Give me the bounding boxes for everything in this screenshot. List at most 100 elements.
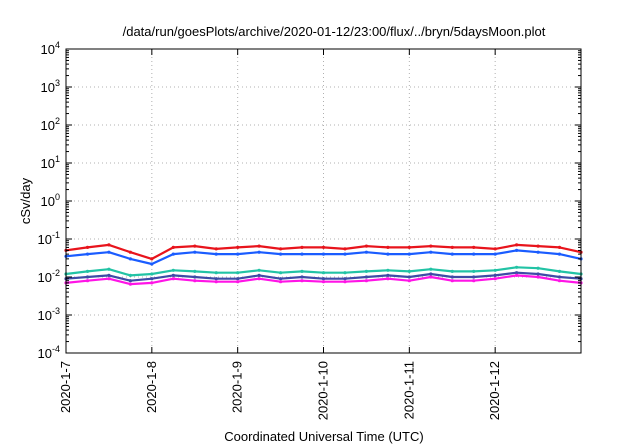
data-point [429, 272, 433, 276]
data-point [557, 252, 562, 256]
data-point [450, 252, 454, 256]
data-point [150, 257, 154, 261]
data-point [257, 277, 261, 281]
x-tick-label: 2020-1-12 [487, 361, 502, 420]
data-point [343, 252, 347, 256]
data-point [493, 252, 497, 256]
data-point [257, 244, 261, 248]
data-point [364, 269, 368, 273]
data-point [236, 277, 240, 281]
data-point [557, 245, 562, 249]
data-point [343, 277, 347, 281]
data-point [386, 268, 390, 272]
data-point [515, 271, 519, 275]
y-tick-label: 101 [41, 154, 60, 171]
data-point [472, 279, 476, 283]
data-point [171, 268, 175, 272]
data-point [300, 275, 304, 279]
data-point [450, 275, 454, 279]
data-point [214, 277, 218, 281]
y-axis-label: cSv/day [18, 177, 33, 224]
data-point [214, 247, 218, 251]
data-point [193, 250, 197, 254]
data-point [472, 252, 476, 256]
y-tick-label: 10-2 [38, 268, 60, 285]
data-point [85, 279, 90, 283]
data-point [386, 245, 390, 249]
data-point [515, 248, 519, 252]
x-tick-label: 2020-1-11 [401, 361, 416, 419]
data-point [557, 269, 562, 273]
data-point [279, 280, 283, 284]
data-point [257, 273, 261, 277]
series-3 [64, 265, 583, 277]
data-point [128, 279, 132, 283]
data-point [386, 252, 390, 256]
data-point [150, 277, 154, 281]
data-point [128, 282, 132, 286]
data-point [386, 277, 390, 281]
data-point [107, 273, 111, 277]
data-point [171, 245, 175, 249]
data-point [364, 275, 368, 279]
data-point [150, 281, 154, 285]
series-1 [64, 243, 583, 261]
data-point [536, 250, 540, 254]
data-point [364, 279, 368, 283]
grid [66, 49, 581, 353]
data-point [321, 252, 326, 256]
y-tick-label: 104 [41, 40, 60, 57]
data-point [364, 244, 368, 248]
data-point [107, 277, 111, 281]
data-point [557, 279, 562, 283]
data-point [343, 280, 347, 284]
data-point [300, 245, 304, 249]
data-point [321, 280, 326, 284]
data-point [450, 269, 454, 273]
data-point [128, 257, 132, 261]
series-2 [64, 248, 583, 266]
data-point [257, 268, 261, 272]
data-point [321, 271, 326, 275]
y-tick-label: 102 [41, 116, 60, 133]
data-point [236, 252, 240, 256]
data-point [300, 252, 304, 256]
data-point [515, 243, 519, 247]
data-point [450, 245, 454, 249]
data-point [536, 266, 540, 270]
data-point [407, 269, 411, 273]
data-point [279, 247, 283, 251]
data-point [236, 271, 240, 275]
x-tick-label: 2020-1-9 [230, 361, 245, 413]
data-point [536, 244, 540, 248]
data-point [85, 245, 90, 249]
data-point [407, 275, 411, 279]
y-tick-label: 10-4 [38, 344, 60, 361]
data-point [472, 245, 476, 249]
data-point [407, 252, 411, 256]
data-point [214, 252, 218, 256]
data-point [429, 267, 433, 271]
data-point [193, 275, 197, 279]
data-point [472, 275, 476, 279]
data-point [429, 250, 433, 254]
data-point [407, 279, 411, 283]
data-point [300, 269, 304, 273]
data-point [85, 252, 90, 256]
data-point [493, 247, 497, 251]
y-tick-label: 10-3 [38, 306, 60, 323]
data-point [107, 250, 111, 254]
data-point [214, 271, 218, 275]
data-point [343, 247, 347, 251]
data-point [107, 243, 111, 247]
data-point [236, 245, 240, 249]
data-point [515, 265, 519, 269]
data-point [364, 250, 368, 254]
data-point [536, 272, 540, 276]
data-point [557, 275, 562, 279]
series-layer [64, 243, 583, 286]
data-point [429, 275, 433, 279]
data-point [171, 273, 175, 277]
